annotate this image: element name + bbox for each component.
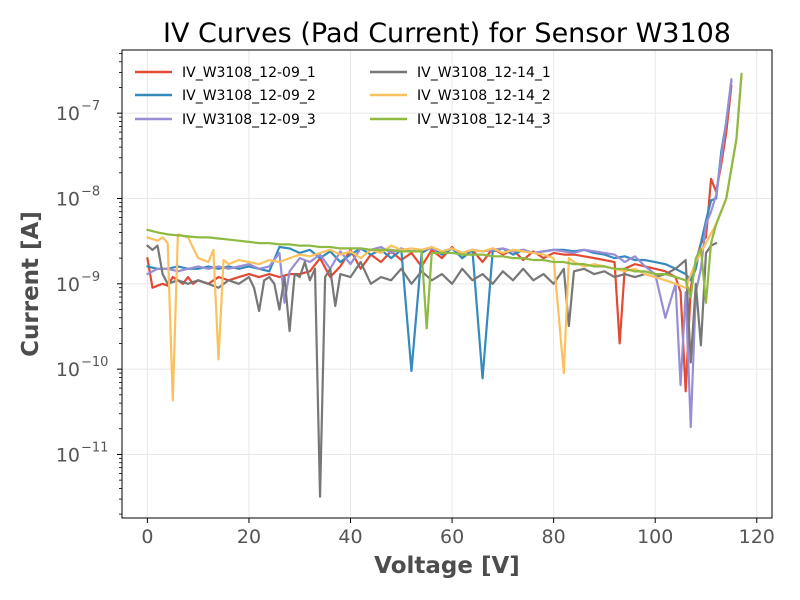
legend-label: IV_W3108_12-14_3 [417, 112, 551, 128]
y-tick-label-base: 10 [56, 103, 80, 125]
y-tick-label-base: 10 [56, 359, 80, 381]
x-tick-label: 40 [338, 526, 362, 548]
x-tick-label: 80 [542, 526, 566, 548]
y-axis-label: Current [A] [18, 211, 44, 357]
y-tick-label-base: 10 [56, 274, 80, 296]
legend: IV_W3108_12-09_1 IV_W3108_12-09_2 IV_W3108… [135, 65, 551, 128]
y-tick-label-exponent: −9 [81, 270, 100, 285]
chart-title: IV Curves (Pad Current) for Sensor W3108 [163, 18, 731, 49]
series-layer [146, 72, 743, 498]
y-tick-label-exponent: −7 [81, 99, 100, 114]
y-tick-label-base: 10 [56, 188, 80, 210]
x-axis-label: Voltage [V] [374, 553, 520, 579]
legend-label: IV_W3108_12-14_1 [417, 65, 551, 81]
y-tick-label-exponent: −8 [81, 184, 100, 199]
x-tick-label: 0 [141, 526, 153, 548]
y-tick-label-exponent: −10 [81, 355, 108, 370]
x-axis-ticks: 0 20 40 60 80 100 120 [141, 518, 775, 548]
y-tick-label-base: 10 [56, 444, 80, 466]
series-line [146, 79, 733, 380]
legend-label: IV_W3108_12-09_1 [182, 65, 316, 81]
x-tick-label: 20 [237, 526, 261, 548]
series-line [146, 84, 733, 393]
y-tick-label-exponent: −11 [81, 440, 108, 455]
x-tick-label: 100 [637, 526, 673, 548]
x-tick-label: 120 [739, 526, 775, 548]
legend-label: IV_W3108_12-09_2 [182, 88, 316, 104]
series-line [146, 72, 743, 330]
x-tick-label: 60 [440, 526, 464, 548]
legend-label: IV_W3108_12-09_3 [182, 112, 316, 128]
legend-label: IV_W3108_12-14_2 [417, 88, 551, 104]
series-line [146, 242, 718, 498]
